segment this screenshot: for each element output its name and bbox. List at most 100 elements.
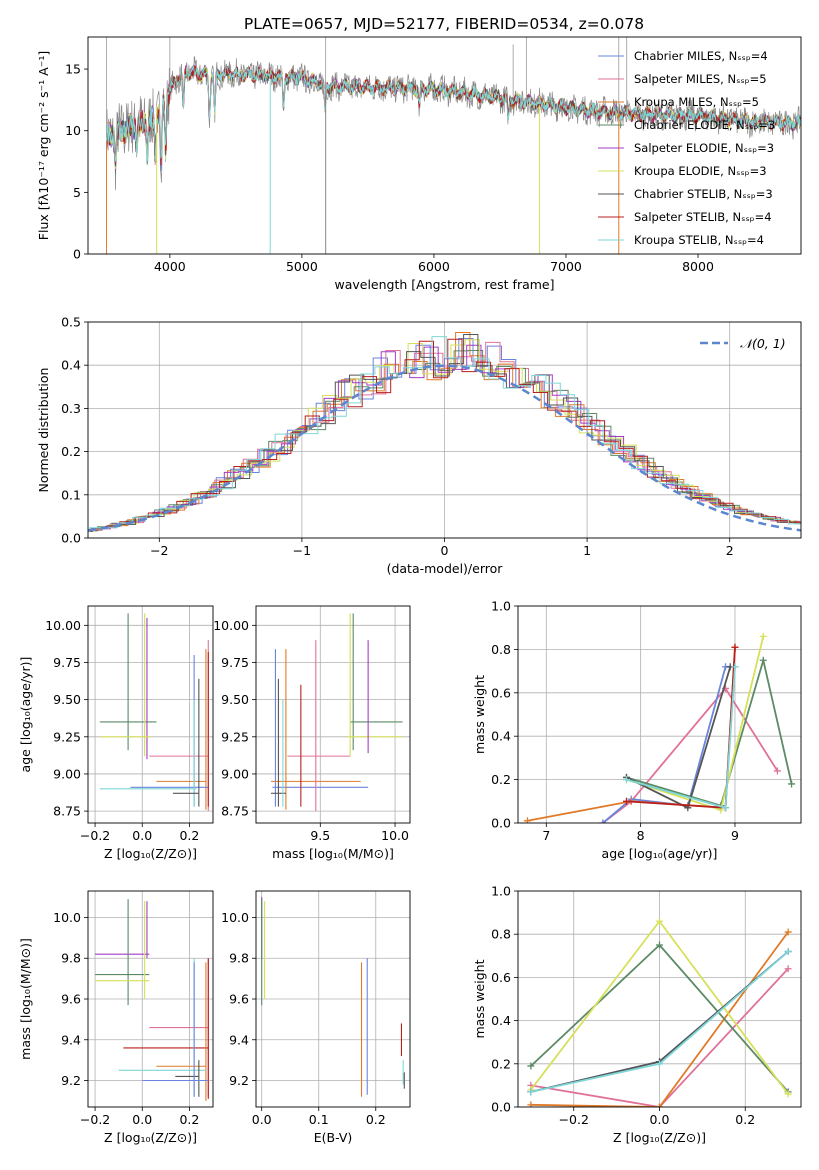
- x-tick-label: 0: [441, 543, 449, 558]
- x-tick-label: 0.2: [179, 828, 199, 843]
- y-tick-label: 10.0: [53, 910, 81, 925]
- weight-marker: [759, 656, 767, 664]
- residuals-panel: −2 −1 0 1 2 0.0 0.1 0.2 0.3 0.4 0.5 (data-model)/er…: [36, 315, 802, 576]
- x-tick-label: 1: [583, 543, 591, 558]
- y-tick-label: 9.2: [229, 1073, 249, 1088]
- x-tick-label: 0.1: [309, 1112, 329, 1127]
- weight-marker: [784, 928, 792, 936]
- y-tick-label: 8.75: [221, 804, 249, 819]
- legend-label: Chabrier STELIB, Nₛₛₚ=3: [634, 187, 773, 201]
- weight-marker: [656, 1060, 663, 1068]
- weight-marker: [523, 817, 531, 823]
- weight-marker: [656, 917, 663, 925]
- x-tick-label: 0.2: [179, 1112, 199, 1127]
- x-tick-label: 0.0: [252, 1112, 272, 1127]
- weight-marker: [656, 1103, 663, 1107]
- weight-marker: [656, 941, 663, 949]
- axes-frame: [517, 605, 802, 824]
- x-tick-label: 9: [731, 828, 739, 843]
- legend-label: Chabrier MILES, Nₛₛₚ=4: [634, 49, 768, 63]
- plot-area: [518, 891, 801, 1107]
- x-axis-label: E(B-V): [314, 1130, 353, 1145]
- plot-area: [88, 606, 213, 823]
- x-tick-label: −1: [293, 543, 311, 558]
- y-tick-label: 0.4: [491, 729, 511, 744]
- y-tick-label: 0.6: [491, 970, 511, 985]
- errorbar-point: [287, 640, 351, 812]
- plot-area: [88, 891, 213, 1107]
- weight-line: [602, 665, 735, 823]
- weight-line: [626, 656, 793, 807]
- y-tick-label: 8.75: [53, 804, 81, 819]
- x-tick-label: 6000: [418, 259, 450, 274]
- weight-marker: [527, 1101, 535, 1107]
- normal-curve: [88, 364, 801, 532]
- x-tick-label: 2: [726, 543, 734, 558]
- y-tick-label: 9.25: [221, 729, 249, 744]
- y-tick-label: 1.0: [491, 884, 511, 899]
- legend-label: Salpeter MILES, Nₛₛₚ=5: [634, 72, 767, 86]
- weight-vs-z-panel: −0.2 0.0 0.2 0.0 0.2 0.4 0.6 0.8 1.0 Z [log₁₀(Z/Z…: [472, 884, 802, 1145]
- weight-marker: [784, 1090, 792, 1098]
- weight-marker: [759, 632, 767, 640]
- axes-frame: [87, 36, 802, 255]
- y-tick-label: 15: [65, 62, 81, 77]
- spectrum-panel: 4000 5000 6000 7000 8000 0 5 10 15 wavelength [An…: [36, 36, 802, 292]
- y-tick-label: 9.6: [61, 992, 81, 1007]
- weight-marker: [527, 1062, 535, 1070]
- weight-marker: [722, 804, 730, 812]
- x-tick-label: −0.2: [559, 1112, 589, 1127]
- figure-title: PLATE=0657, MJD=52177, FIBERID=0534, z=0…: [244, 15, 644, 33]
- y-axis-label: mass weight: [472, 675, 487, 754]
- weight-marker: [784, 947, 792, 955]
- weight-marker: [731, 663, 739, 671]
- x-tick-label: 0.2: [735, 1112, 755, 1127]
- histogram-step: [88, 338, 801, 532]
- y-tick-label: 10.00: [213, 618, 249, 633]
- x-tick-label: −0.2: [80, 1112, 110, 1127]
- axes-frame: [87, 605, 214, 824]
- y-tick-label: 9.75: [221, 655, 249, 670]
- weight-marker: [599, 819, 607, 823]
- y-tick-label: 0.6: [491, 685, 511, 700]
- y-tick-label: 9.00: [221, 766, 249, 781]
- y-tick-label: 9.8: [229, 951, 249, 966]
- y-tick-label: 9.50: [53, 692, 81, 707]
- y-tick-label: 0.1: [61, 487, 81, 502]
- plot-area: [88, 322, 801, 538]
- y-tick-label: 9.75: [53, 655, 81, 670]
- y-tick-label: 9.50: [221, 692, 249, 707]
- y-tick-label: 9.25: [53, 729, 81, 744]
- mass-vs-z-panel: −0.2 0.0 0.2 9.2 9.4 9.6 9.8 10.0 Z [log₁₀(Z/Z⊙)…: [18, 890, 214, 1145]
- errorbar-point: [272, 649, 369, 807]
- weight-marker: [622, 776, 630, 784]
- legend-label: Chabrier ELODIE, Nₛₛₚ=3: [634, 118, 775, 132]
- errorbar-point: [149, 640, 209, 812]
- y-tick-label: 0.0: [491, 1100, 511, 1115]
- errorbar-point: [99, 613, 152, 757]
- weight-marker: [773, 767, 781, 775]
- x-tick-label: 8000: [682, 259, 714, 274]
- x-tick-label: 0.0: [132, 828, 152, 843]
- x-tick-label: 9.5: [310, 828, 330, 843]
- y-tick-label: 10.0: [221, 910, 249, 925]
- axes-frame: [87, 321, 802, 539]
- x-axis-label: Z [log₁₀(Z/Z⊙)]: [104, 1130, 197, 1145]
- legend-label: Salpeter STELIB, Nₛₛₚ=4: [634, 210, 772, 224]
- age-vs-mass-panel: 9.5 10.0 8.75 9.00 9.25 9.50 9.75 10.00 mass [lo…: [213, 605, 411, 861]
- axes-frame: [87, 890, 214, 1108]
- x-axis-label: (data-model)/error: [387, 561, 504, 576]
- y-tick-label: 0: [73, 247, 81, 262]
- y-tick-label: 0.0: [61, 531, 81, 546]
- axes-frame: [255, 605, 411, 824]
- errorbar-point: [95, 899, 150, 1006]
- y-axis-label: Flux [fλ10⁻¹⁷ erg cm⁻² s⁻¹ A⁻¹]: [36, 51, 51, 240]
- weight-marker: [622, 797, 630, 805]
- y-tick-label: 9.2: [61, 1073, 81, 1088]
- errorbar-point: [156, 962, 207, 1101]
- y-tick-label: 0.2: [491, 1056, 511, 1071]
- histogram-step: [88, 344, 801, 532]
- weight-line: [530, 931, 789, 1107]
- x-axis-label: wavelength [Angstrom, rest frame]: [334, 277, 554, 292]
